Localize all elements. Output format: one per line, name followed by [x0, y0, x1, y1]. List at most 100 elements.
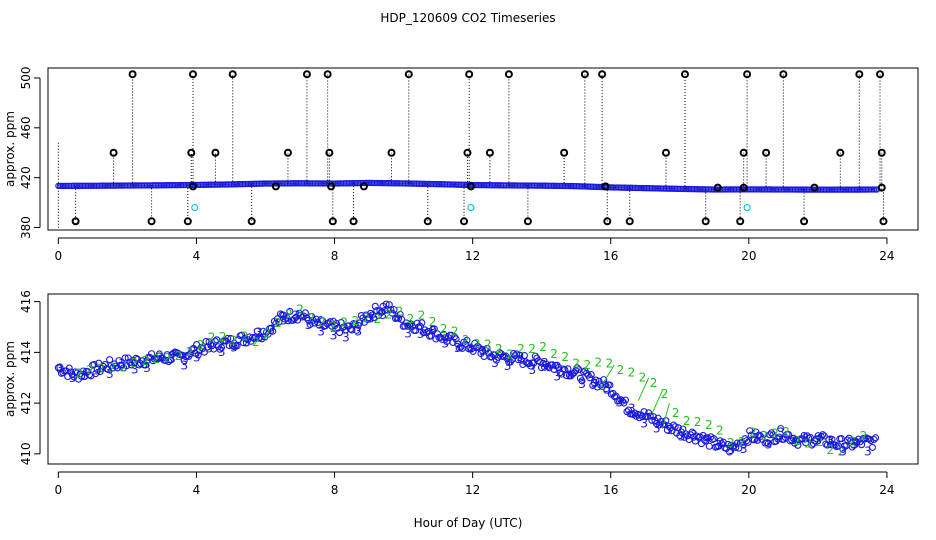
- outlier-point: [302, 70, 311, 79]
- outlier-point: [404, 70, 413, 79]
- series-2-point-label: 2: [396, 304, 404, 318]
- data-point: [348, 326, 356, 334]
- x-tick-label: 8: [331, 249, 339, 263]
- series-3-point-label: 3: [330, 328, 338, 342]
- series-2-point-label: 2: [617, 363, 625, 377]
- y-tick-label: 420: [19, 166, 33, 189]
- series-2-point-label: 2: [86, 363, 94, 377]
- x-tick-label: 24: [879, 483, 894, 497]
- data-point: [332, 319, 340, 328]
- series-3-point-label: 3: [292, 308, 300, 322]
- outlier-point: [465, 70, 474, 79]
- x-tick-label: 16: [603, 483, 618, 497]
- panel-bottom-frame: [47, 293, 919, 465]
- series-3-point-label: 3: [640, 416, 648, 430]
- series-2-point-label: 2: [528, 342, 536, 356]
- outlier-point: [189, 182, 197, 191]
- series-2-point-label: 2: [119, 360, 127, 374]
- series-3-point-label: 3: [603, 381, 611, 395]
- data-point: [710, 435, 718, 443]
- series-2-point-label: 2: [606, 356, 614, 370]
- data-point: [356, 319, 364, 327]
- data-point: [334, 324, 342, 332]
- outlier-point: [680, 70, 689, 79]
- series-3-point-label: 3: [454, 341, 462, 355]
- data-point: [844, 436, 852, 444]
- data-point: [141, 361, 149, 369]
- x-tick-label: 4: [193, 249, 201, 263]
- data-point: [200, 348, 208, 356]
- series-2-point-label: 2: [572, 356, 580, 370]
- data-point: [514, 356, 522, 364]
- data-point: [228, 342, 236, 350]
- data-point: [777, 425, 785, 433]
- data-point: [671, 423, 679, 431]
- x-tick-label: 4: [193, 483, 201, 497]
- series-2-point-label: 2: [727, 436, 735, 450]
- data-point: [269, 327, 277, 335]
- series-3-point-label: 3: [355, 325, 363, 339]
- series-3-point-label: 3: [131, 363, 139, 377]
- outlier-point: [189, 70, 197, 79]
- series-3-point-label: 3: [566, 369, 574, 383]
- series-2-point-label: 2: [716, 424, 724, 438]
- series-2-point-label: 2: [738, 435, 746, 449]
- data-point: [656, 421, 664, 429]
- series-2-point-label: 2: [153, 352, 161, 366]
- series-2-point-label: 2: [130, 356, 138, 370]
- series-3-point-label: 3: [143, 361, 151, 375]
- series-3-point-label: 3: [653, 422, 661, 436]
- series-3-point-label: 3: [181, 358, 189, 372]
- data-point: [194, 351, 202, 359]
- data-point: [767, 429, 775, 437]
- series-2-point-label: 2: [749, 426, 757, 440]
- series-3-point-label: 3: [839, 445, 847, 459]
- data-point: [795, 436, 803, 444]
- outlier-point: [855, 70, 864, 79]
- data-point: [373, 307, 381, 315]
- data-point: [548, 361, 556, 369]
- series-2-point-label: 2: [418, 308, 426, 322]
- data-point: [336, 329, 344, 337]
- data-point: [766, 431, 774, 439]
- flagged-point: [467, 204, 475, 212]
- y-tick-label: 500: [19, 67, 33, 90]
- series-3-point-label: 3: [727, 443, 735, 457]
- data-point: [769, 431, 777, 439]
- outlier-point: [739, 148, 748, 157]
- data-point: [784, 431, 793, 439]
- outlier-point: [387, 148, 396, 157]
- flagged-point: [743, 204, 751, 212]
- data-point: [275, 318, 283, 326]
- series-3-point-label: 3: [417, 327, 425, 341]
- data-point: [820, 432, 828, 440]
- x-axis-label: Hour of Day (UTC): [414, 516, 523, 530]
- series-2-segment: [637, 377, 650, 401]
- outlier-point: [603, 217, 612, 226]
- series-3-point-label: 3: [218, 345, 226, 359]
- series-3-point-label: 3: [591, 377, 599, 391]
- series-2-point-label: 2: [219, 330, 227, 344]
- series-2-point-label: 2: [296, 303, 304, 317]
- data-point: [211, 337, 219, 345]
- series-3-point-label: 3: [317, 324, 325, 338]
- series-2-point-label: 2: [252, 335, 260, 349]
- series-3-point-label: 3: [616, 396, 624, 410]
- series-3-point-label: 3: [466, 341, 474, 355]
- data-point: [418, 319, 426, 327]
- series-2-point-label: 2: [97, 361, 105, 375]
- panel-top-ylabel: approx. ppm: [3, 111, 17, 187]
- series-3-point-label: 3: [81, 369, 89, 383]
- data-point: [606, 381, 614, 389]
- series-3-point-label: 3: [628, 401, 636, 415]
- series-3-point-label: 3: [765, 438, 773, 452]
- series-3-point-label: 3: [230, 341, 238, 355]
- data-point: [573, 364, 581, 372]
- panel-bottom-ylabel: approx. ppm: [3, 341, 17, 417]
- outlier-point: [701, 217, 710, 226]
- series-2-point-label: 2: [407, 312, 415, 326]
- series-2-point-label: 2: [506, 348, 514, 362]
- x-tick-label: 24: [879, 249, 894, 263]
- series-2-segment: [599, 364, 615, 389]
